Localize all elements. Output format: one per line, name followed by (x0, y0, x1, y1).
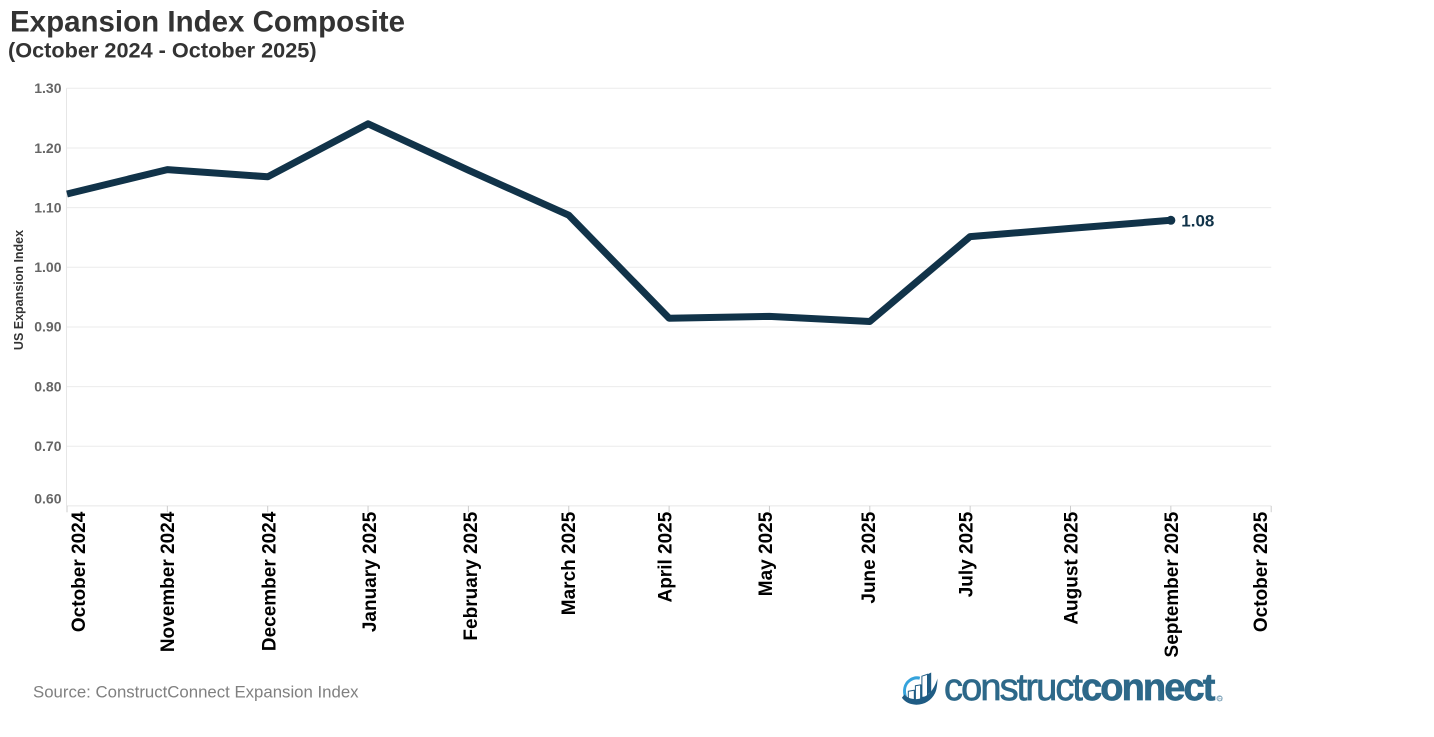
svg-text:Source: ConstructConnect Expan: Source: ConstructConnect Expansion Index (33, 682, 359, 701)
svg-text:1.30: 1.30 (34, 80, 61, 96)
svg-text:0.90: 0.90 (34, 319, 61, 335)
svg-text:December 2024: December 2024 (260, 511, 281, 651)
svg-text:1.08: 1.08 (1181, 211, 1214, 230)
svg-text:Expansion Index Composite: Expansion Index Composite (10, 6, 405, 39)
svg-text:October 2025: October 2025 (1251, 511, 1272, 632)
svg-text:0.60: 0.60 (34, 490, 61, 506)
svg-text:US Expansion Index: US Expansion Index (12, 230, 26, 350)
svg-text:1.10: 1.10 (34, 199, 61, 215)
svg-text:1.00: 1.00 (34, 259, 61, 275)
svg-text:October 2024: October 2024 (69, 511, 90, 632)
svg-text:January 2025: January 2025 (360, 511, 381, 632)
svg-text:November 2024: November 2024 (158, 511, 179, 652)
svg-text:August 2025: August 2025 (1062, 511, 1083, 624)
svg-text:April 2025: April 2025 (656, 511, 677, 602)
svg-text:1.20: 1.20 (34, 140, 61, 156)
svg-text:September 2025: September 2025 (1162, 511, 1183, 657)
svg-text:February 2025: February 2025 (461, 511, 482, 640)
svg-text:0.70: 0.70 (34, 438, 61, 454)
svg-text:0.80: 0.80 (34, 378, 61, 394)
svg-text:R: R (1218, 696, 1223, 703)
svg-text:May 2025: May 2025 (756, 511, 777, 596)
svg-text:July 2025: July 2025 (956, 511, 977, 597)
svg-text:(October 2024 - October 2025): (October 2024 - October 2025) (8, 38, 317, 63)
svg-text:June 2025: June 2025 (859, 511, 880, 603)
svg-text:constructconnect: constructconnect (944, 667, 1216, 709)
svg-text:March 2025: March 2025 (559, 511, 580, 615)
